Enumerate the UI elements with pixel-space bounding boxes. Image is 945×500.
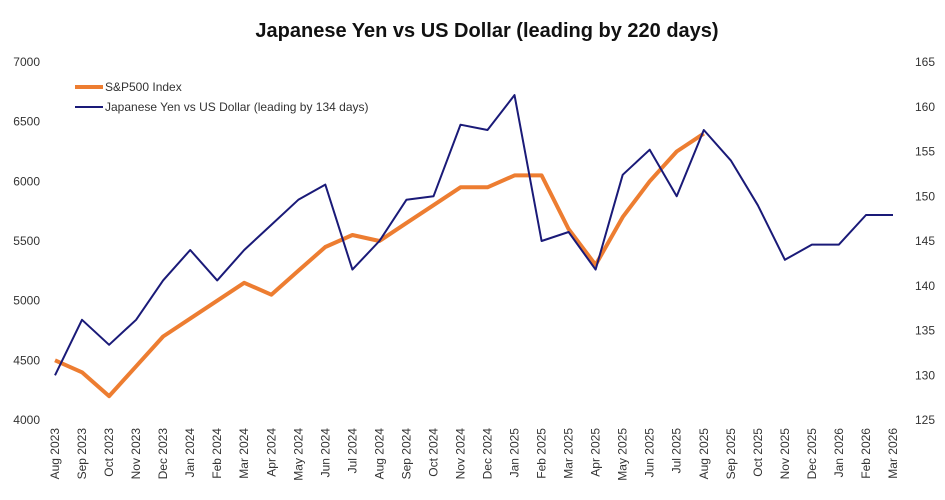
y2-tick-label: 150 bbox=[915, 189, 935, 203]
series-line bbox=[54, 131, 705, 399]
x-tick-label: Sep 2025 bbox=[724, 428, 738, 480]
x-tick-label: May 2025 bbox=[616, 428, 630, 481]
x-tick-label: Jan 2026 bbox=[832, 428, 846, 478]
chart-title: Japanese Yen vs US Dollar (leading by 22… bbox=[255, 20, 718, 42]
y2-tick-label: 135 bbox=[915, 324, 935, 338]
x-tick-label: Jun 2024 bbox=[318, 428, 332, 478]
x-tick-label: Mar 2025 bbox=[562, 428, 576, 479]
y-tick-label: 7000 bbox=[13, 55, 40, 69]
legend-label: Japanese Yen vs US Dollar (leading by 13… bbox=[105, 100, 369, 114]
x-tick-label: Oct 2024 bbox=[426, 428, 440, 477]
series-line bbox=[54, 94, 893, 376]
y-tick-label: 5500 bbox=[13, 234, 40, 248]
x-tick-label: Sep 2023 bbox=[75, 428, 89, 480]
x-tick-label: Jan 2024 bbox=[183, 428, 197, 478]
y-tick-label: 5000 bbox=[13, 294, 40, 308]
x-tick-label: Nov 2025 bbox=[778, 428, 792, 480]
x-tick-label: Mar 2024 bbox=[237, 428, 251, 479]
legend-label: S&P500 Index bbox=[105, 80, 182, 94]
x-tick-label: Aug 2024 bbox=[372, 428, 386, 480]
y2-tick-label: 155 bbox=[915, 145, 935, 159]
x-tick-label: Jun 2025 bbox=[643, 428, 657, 478]
x-tick-label: Jul 2024 bbox=[345, 428, 359, 474]
y2-tick-label: 160 bbox=[915, 100, 935, 114]
x-tick-label: Dec 2023 bbox=[156, 428, 170, 480]
x-tick-label: Oct 2025 bbox=[751, 428, 765, 477]
x-tick-label: May 2024 bbox=[291, 428, 305, 481]
x-tick-label: Dec 2024 bbox=[481, 428, 495, 480]
x-tick-label: Oct 2023 bbox=[102, 428, 116, 477]
y-tick-label: 4000 bbox=[13, 413, 40, 427]
y-tick-label: 6500 bbox=[13, 115, 40, 129]
x-tick-label: Nov 2023 bbox=[129, 428, 143, 480]
x-tick-label: Mar 2026 bbox=[886, 428, 900, 479]
x-tick-label: Apr 2024 bbox=[264, 428, 278, 477]
y2-tick-label: 145 bbox=[915, 234, 935, 248]
y2-tick-label: 165 bbox=[915, 55, 935, 69]
x-tick-label: Sep 2024 bbox=[399, 428, 413, 480]
y-tick-label: 4500 bbox=[13, 353, 40, 367]
x-tick-label: Aug 2023 bbox=[48, 428, 62, 480]
x-tick-label: Feb 2025 bbox=[535, 428, 549, 479]
y-tick-label: 6000 bbox=[13, 174, 40, 188]
x-tick-label: Dec 2025 bbox=[805, 428, 819, 480]
y2-tick-label: 125 bbox=[915, 413, 935, 427]
x-tick-label: Apr 2025 bbox=[589, 428, 603, 477]
x-tick-label: Jan 2025 bbox=[508, 428, 522, 478]
x-tick-label: Jul 2025 bbox=[670, 428, 684, 474]
y2-tick-label: 140 bbox=[915, 279, 935, 293]
y2-tick-label: 130 bbox=[915, 368, 935, 382]
x-tick-label: Feb 2024 bbox=[210, 428, 224, 479]
x-tick-label: Feb 2026 bbox=[859, 428, 873, 479]
x-tick-label: Aug 2025 bbox=[697, 428, 711, 480]
x-tick-label: Nov 2024 bbox=[453, 428, 467, 480]
